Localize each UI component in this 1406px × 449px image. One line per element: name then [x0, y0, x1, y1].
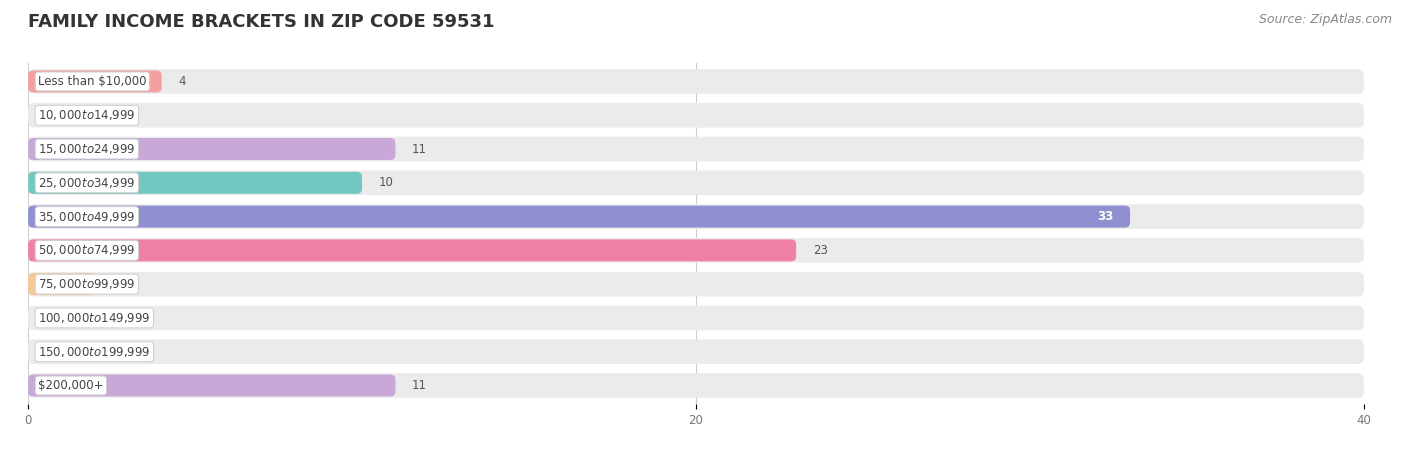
Text: FAMILY INCOME BRACKETS IN ZIP CODE 59531: FAMILY INCOME BRACKETS IN ZIP CODE 59531: [28, 13, 495, 31]
Text: 11: 11: [412, 379, 427, 392]
FancyBboxPatch shape: [28, 204, 1364, 229]
FancyBboxPatch shape: [28, 70, 162, 92]
FancyBboxPatch shape: [28, 339, 1364, 364]
Text: $50,000 to $74,999: $50,000 to $74,999: [38, 243, 135, 257]
FancyBboxPatch shape: [28, 238, 1364, 263]
Text: $15,000 to $24,999: $15,000 to $24,999: [38, 142, 135, 156]
Text: $100,000 to $149,999: $100,000 to $149,999: [38, 311, 150, 325]
Text: 23: 23: [813, 244, 828, 257]
Text: $150,000 to $199,999: $150,000 to $199,999: [38, 345, 150, 359]
FancyBboxPatch shape: [28, 273, 96, 295]
Text: 33: 33: [1097, 210, 1114, 223]
Text: 0: 0: [45, 312, 52, 325]
FancyBboxPatch shape: [28, 103, 1364, 128]
FancyBboxPatch shape: [28, 172, 363, 194]
Text: Source: ZipAtlas.com: Source: ZipAtlas.com: [1258, 13, 1392, 26]
Text: $35,000 to $49,999: $35,000 to $49,999: [38, 210, 135, 224]
Text: $75,000 to $99,999: $75,000 to $99,999: [38, 277, 135, 291]
Text: 4: 4: [179, 75, 186, 88]
FancyBboxPatch shape: [28, 171, 1364, 195]
FancyBboxPatch shape: [28, 69, 1364, 94]
FancyBboxPatch shape: [28, 136, 1364, 161]
Text: Less than $10,000: Less than $10,000: [38, 75, 146, 88]
Text: 10: 10: [378, 176, 394, 189]
FancyBboxPatch shape: [28, 138, 395, 160]
FancyBboxPatch shape: [28, 374, 395, 396]
FancyBboxPatch shape: [28, 306, 1364, 330]
Text: $25,000 to $34,999: $25,000 to $34,999: [38, 176, 135, 190]
Text: 0: 0: [45, 345, 52, 358]
FancyBboxPatch shape: [28, 206, 1130, 228]
FancyBboxPatch shape: [28, 239, 796, 261]
FancyBboxPatch shape: [28, 373, 1364, 398]
Text: 0: 0: [45, 109, 52, 122]
FancyBboxPatch shape: [28, 272, 1364, 296]
Text: 11: 11: [412, 142, 427, 155]
Text: $200,000+: $200,000+: [38, 379, 104, 392]
Text: $10,000 to $14,999: $10,000 to $14,999: [38, 108, 135, 122]
Text: 2: 2: [111, 277, 120, 291]
